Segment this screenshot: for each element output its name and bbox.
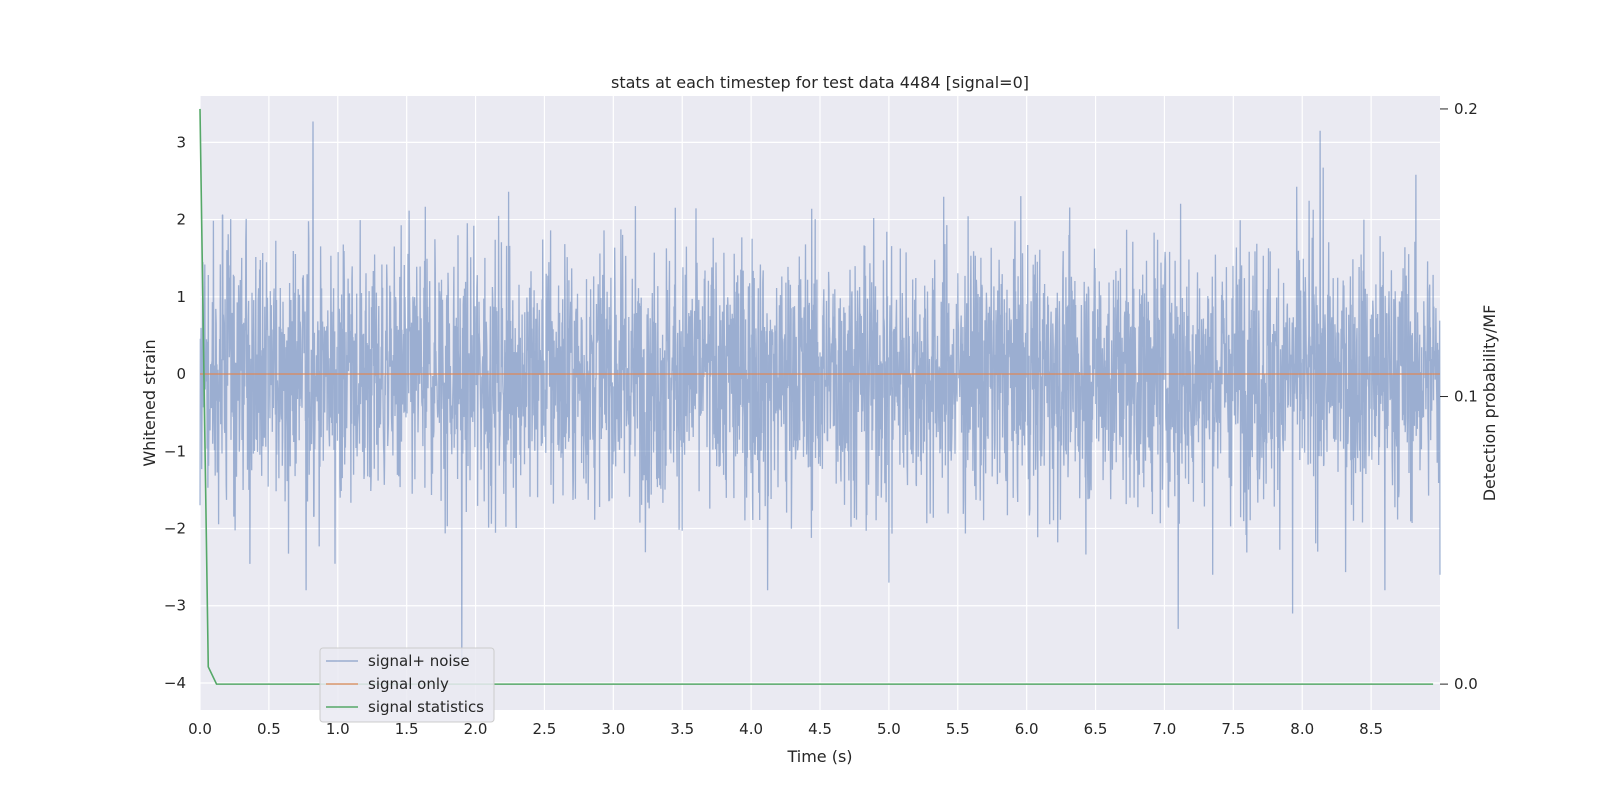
- x-tick-label: 0.0: [188, 720, 212, 738]
- y-left-tick-label: −1: [164, 442, 186, 460]
- y-axis-left-ticks: −4 −3 −2 −1 0 1 2 3: [164, 133, 186, 692]
- x-tick-label: 2.5: [533, 720, 557, 738]
- y-left-tick-label: −4: [164, 674, 186, 692]
- legend-label-signal-only: signal only: [368, 675, 449, 693]
- x-axis-ticks: 0.0 0.5 1.0 1.5 2.0 2.5 3.0 3.5 4.0 4.5 5.0 5.5 6.0 6…: [188, 720, 1383, 738]
- y-axis-right-ticks: 0.0 0.1 0.2: [1440, 100, 1478, 693]
- y-right-tick-label: 0.1: [1454, 388, 1478, 406]
- x-tick-label: 8.5: [1359, 720, 1383, 738]
- y-axis-left-label: Whitened strain: [140, 339, 159, 466]
- series-signal-plus-noise-line: [199, 121, 1441, 668]
- x-tick-label: 3.5: [670, 720, 694, 738]
- x-tick-label: 1.0: [326, 720, 350, 738]
- y-right-tick-label: 0.2: [1454, 100, 1478, 118]
- legend-label-signal-statistics: signal statistics: [368, 698, 484, 716]
- x-tick-label: 1.5: [395, 720, 419, 738]
- x-tick-label: 6.0: [1015, 720, 1039, 738]
- y-left-tick-label: 0: [176, 365, 186, 383]
- x-tick-label: 7.5: [1221, 720, 1245, 738]
- x-tick-label: 2.0: [464, 720, 488, 738]
- y-left-tick-label: 2: [176, 211, 186, 229]
- x-tick-label: 5.0: [877, 720, 901, 738]
- legend-box: [319, 647, 495, 723]
- y-left-tick-label: −3: [164, 597, 186, 615]
- x-tick-label: 8.0: [1290, 720, 1314, 738]
- x-axis-label: Time (s): [786, 747, 852, 766]
- x-tick-label: 4.0: [739, 720, 763, 738]
- y-left-tick-label: −2: [164, 520, 186, 538]
- x-tick-label: 0.5: [257, 720, 281, 738]
- y-left-tick-label: 1: [176, 288, 186, 306]
- x-tick-label: 3.0: [601, 720, 625, 738]
- y-left-tick-label: 3: [176, 133, 186, 151]
- legend: signal+ noise signal only signal statist…: [319, 647, 495, 723]
- chart-title: stats at each timestep for test data 448…: [611, 73, 1029, 92]
- legend-label-signal-plus-noise: signal+ noise: [368, 652, 470, 670]
- x-tick-label: 6.5: [1084, 720, 1108, 738]
- x-tick-label: 4.5: [808, 720, 832, 738]
- x-tick-label: 7.0: [1153, 720, 1177, 738]
- data-series: [199, 108, 1441, 685]
- x-tick-label: 5.5: [946, 720, 970, 738]
- series-signal-statistics-line: [199, 108, 1434, 685]
- y-right-tick-label: 0.0: [1454, 675, 1478, 693]
- y-axis-right-label: Detection probability/MF: [1480, 305, 1499, 502]
